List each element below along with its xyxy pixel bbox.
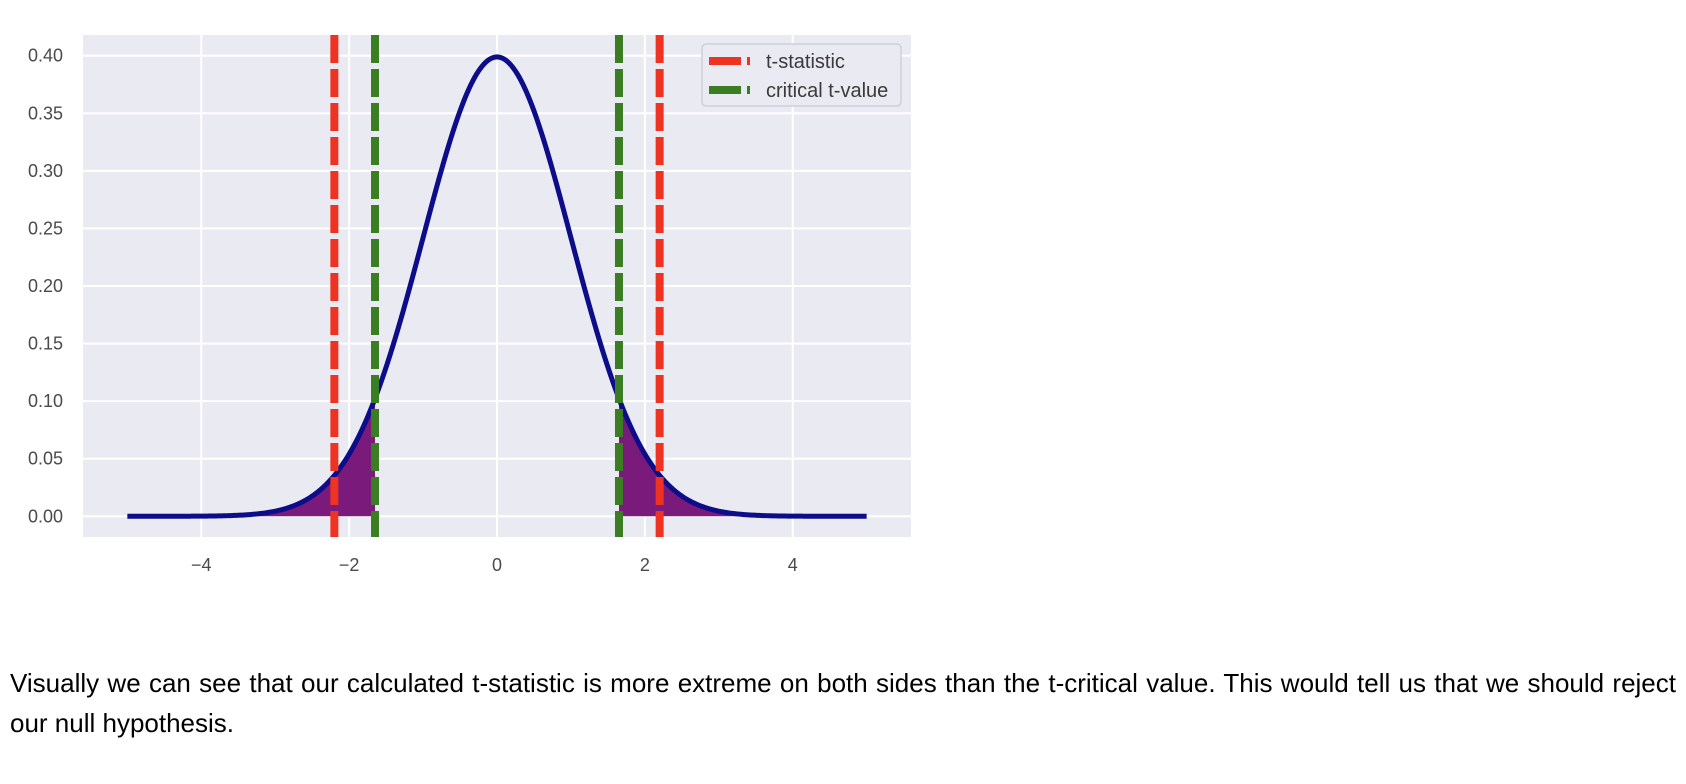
x-tick-label: 4 xyxy=(788,555,798,575)
legend: t-statistic critical t-value xyxy=(701,43,902,107)
x-tick-label: −4 xyxy=(191,555,212,575)
y-tick-label: 0.00 xyxy=(28,506,63,526)
shaded-right-tail xyxy=(618,398,867,517)
vertical-lines xyxy=(330,35,664,537)
y-tick-label: 0.15 xyxy=(28,334,63,354)
y-tick-label: 0.35 xyxy=(28,103,63,123)
caption-text: Visually we can see that our calculated … xyxy=(10,668,1676,738)
y-tick-label: 0.20 xyxy=(28,276,63,296)
normal-distribution-curve xyxy=(127,54,867,519)
y-tick-label: 0.30 xyxy=(28,161,63,181)
y-axis-tick-labels: 0.00 0.05 0.10 0.15 0.20 0.25 0.30 0.35 0.40 xyxy=(28,46,63,527)
t-test-chart: 0.000.050.100.150.200.250.300.350.40 −4−… xyxy=(28,35,911,575)
legend-label: critical t-value xyxy=(766,80,888,102)
legend-box xyxy=(701,43,902,107)
y-tick-label: 0.40 xyxy=(28,46,63,66)
shaded-left-tail xyxy=(127,398,376,517)
y-tick-label: 0.25 xyxy=(28,218,63,238)
x-tick-label: 0 xyxy=(492,555,502,575)
legend-label: t-statistic xyxy=(766,51,845,73)
x-axis-tick-labels: −4 −2 0 2 4 xyxy=(191,555,798,575)
shaded-rejection-regions xyxy=(127,398,867,517)
x-tick-label: −2 xyxy=(339,555,360,575)
x-tick-label: 2 xyxy=(640,555,650,575)
y-tick-label: 0.05 xyxy=(28,449,63,469)
y-tick-label: 0.10 xyxy=(28,391,63,411)
